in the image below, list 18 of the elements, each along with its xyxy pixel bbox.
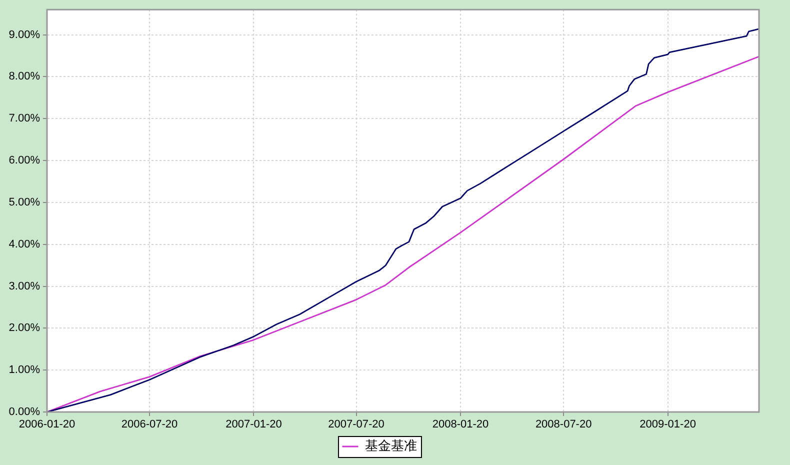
legend-label: 基金基准 [364,438,417,454]
y-tick-label: 8.00% [8,70,40,83]
y-tick-label: 5.00% [8,196,40,208]
x-tick-label: 2008-07-20 [535,418,592,431]
y-tick-label: 0.00% [8,406,40,418]
y-tick-label: 1.00% [8,364,40,376]
x-tick-label: 2007-07-20 [328,418,384,431]
x-tick-label: 2008-01-20 [432,418,489,431]
y-tick-label: 9.00% [8,28,40,41]
y-tick-label: 3.00% [8,280,40,292]
x-tick-label: 2007-01-20 [226,418,282,431]
x-tick-label: 2009-01-20 [640,418,696,431]
x-tick-label: 2006-07-20 [121,418,178,431]
y-tick-label: 6.00% [8,154,40,167]
y-tick-label: 2.00% [8,322,40,334]
x-tick-label: 2006-01-20 [18,418,76,431]
y-tick-label: 7.00% [8,112,40,125]
y-tick-label: 4.00% [8,238,40,250]
